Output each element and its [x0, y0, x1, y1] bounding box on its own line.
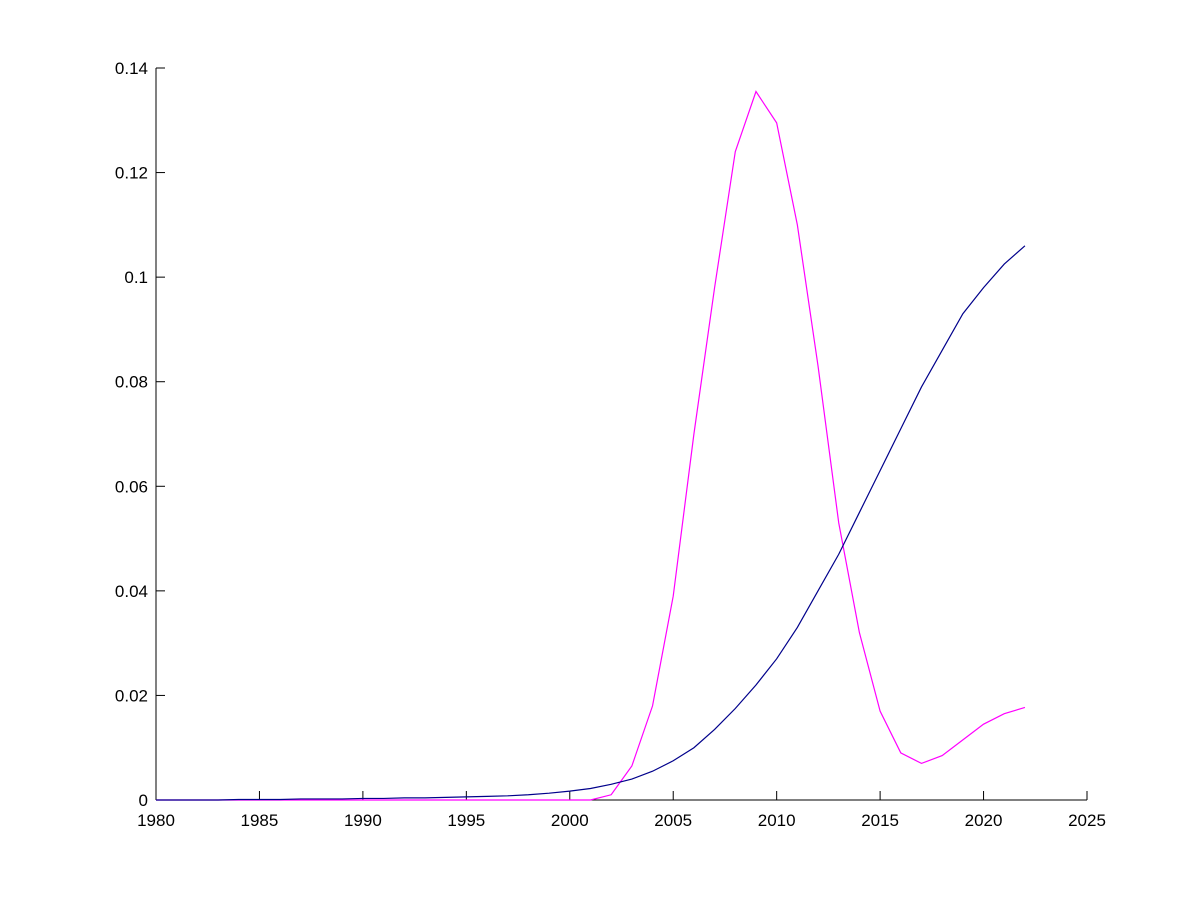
line [156, 245, 1026, 801]
line [156, 90, 1026, 801]
x-tick-label: 2005 [654, 811, 692, 830]
y-tick-label: 0 [139, 791, 148, 810]
x-tick-label: 1985 [241, 811, 279, 830]
y-tick-label: 0.14 [115, 59, 148, 78]
y-tick-label: 0.08 [115, 373, 148, 392]
y-tick-label: 0.1 [124, 268, 148, 287]
x-tick-label: 2020 [965, 811, 1003, 830]
x-tick-label: 1980 [137, 811, 175, 830]
x-tick-label: 2015 [861, 811, 899, 830]
y-tick-label: 0.06 [115, 477, 148, 496]
y-tick-label: 0.02 [115, 686, 148, 705]
x-tick-label: 2010 [758, 811, 796, 830]
y-tick-label: 0.04 [115, 582, 148, 601]
x-tick-label: 1990 [344, 811, 382, 830]
y-tick-label: 0.12 [115, 164, 148, 183]
x-tick-label: 2000 [551, 811, 589, 830]
x-tick-label: 1995 [447, 811, 485, 830]
x-tick-label: 2025 [1068, 811, 1106, 830]
